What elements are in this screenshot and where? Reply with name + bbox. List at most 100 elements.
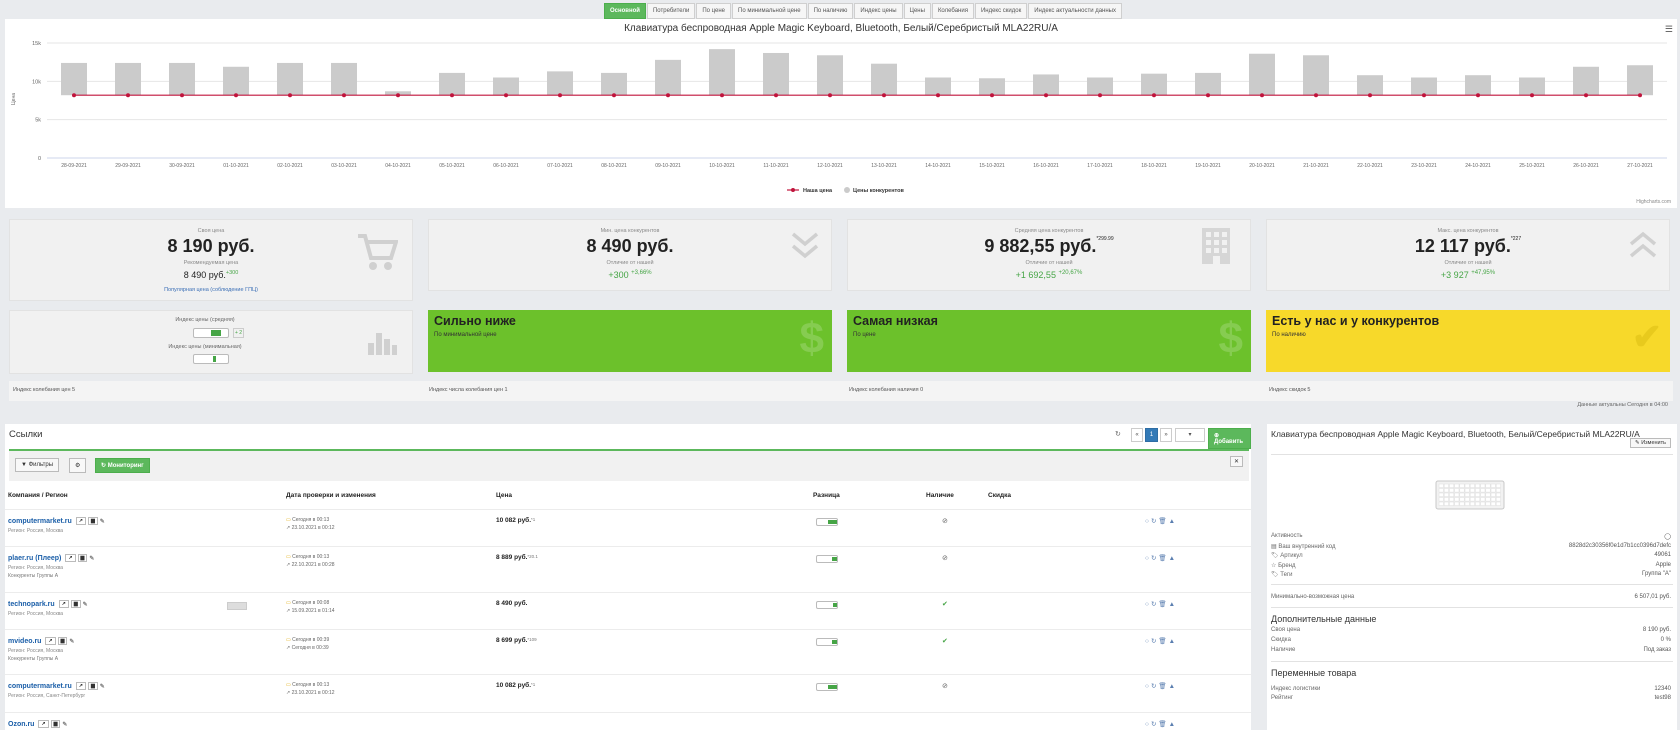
keyboard-key bbox=[1443, 501, 1449, 506]
tab-10[interactable]: Индекс актуальности данных bbox=[1028, 3, 1122, 19]
delete-icon[interactable]: 🗑 bbox=[1158, 601, 1169, 608]
settings-button[interactable]: ⚙ bbox=[69, 458, 87, 473]
edit-product-button[interactable]: ✎ Изменить bbox=[1630, 438, 1671, 448]
chart-icon[interactable]: ▆ bbox=[87, 682, 98, 690]
header-date[interactable]: Дата проверки и изменения bbox=[286, 492, 376, 499]
chart-icon[interactable]: ▆ bbox=[87, 517, 98, 525]
status-icon[interactable]: ○ bbox=[1145, 638, 1151, 645]
page-next-button[interactable]: » bbox=[1160, 428, 1172, 442]
refresh-icon[interactable]: ↻ bbox=[1150, 555, 1159, 562]
external-link-icon[interactable]: ↗ bbox=[75, 517, 86, 525]
trend-icon: ↗ bbox=[286, 645, 291, 651]
competitor-bar bbox=[709, 49, 735, 96]
refresh-icon[interactable]: ↻ bbox=[1150, 518, 1159, 525]
x-tick-label: 21-10-2021 bbox=[1303, 163, 1329, 169]
tab-1[interactable]: Основной bbox=[604, 3, 646, 19]
edit-icon[interactable]: ✎ bbox=[99, 518, 105, 525]
chart-icon[interactable]: ▆ bbox=[70, 600, 81, 608]
company-link[interactable]: plaer.ru (Плеер) ↗ ▆ ✎ bbox=[8, 554, 94, 562]
header-diff[interactable]: Разница bbox=[813, 492, 840, 499]
keyboard-key bbox=[1438, 501, 1444, 506]
external-link-icon[interactable]: ↗ bbox=[58, 600, 69, 608]
tab-4[interactable]: По минимальной цене bbox=[732, 3, 807, 19]
max-diff-value: +3 927 bbox=[1440, 270, 1469, 280]
field-value: Под заказ bbox=[1643, 647, 1671, 653]
popular-price-link[interactable]: Популярная цена (соблюдение ГПЦ) bbox=[164, 287, 258, 293]
header-company[interactable]: Компания / Регион bbox=[8, 492, 68, 499]
status-title: Сильно ниже bbox=[434, 314, 516, 328]
keyboard-key bbox=[1449, 501, 1455, 506]
edit-icon[interactable]: ✎ bbox=[89, 555, 95, 562]
header-availability[interactable]: Наличие bbox=[926, 492, 954, 499]
company-group: Конкуренты Группы А bbox=[8, 573, 59, 579]
warning-icon[interactable]: ▲ bbox=[1168, 638, 1178, 645]
our-price-point bbox=[882, 93, 886, 98]
tab-6[interactable]: Индекс цены bbox=[854, 3, 903, 19]
refresh-icon[interactable]: ↻ bbox=[1150, 683, 1159, 690]
refresh-icon[interactable]: ↻ bbox=[1150, 638, 1159, 645]
page-prev-button[interactable]: « bbox=[1131, 428, 1143, 442]
edit-icon[interactable]: ✎ bbox=[69, 638, 75, 645]
recommended-price: 8 490 руб.+300 bbox=[10, 270, 412, 280]
hamburger-icon[interactable]: ☰ bbox=[1664, 24, 1673, 34]
keyboard-key bbox=[1475, 497, 1481, 502]
external-link-icon[interactable]: ↗ bbox=[75, 682, 86, 690]
warning-icon[interactable]: ▲ bbox=[1168, 518, 1178, 525]
filters-button[interactable]: ▼ Фильтры bbox=[15, 458, 60, 472]
delete-icon[interactable]: 🗑 bbox=[1158, 721, 1169, 728]
delete-icon[interactable]: 🗑 bbox=[1158, 638, 1169, 645]
status-icon[interactable]: ○ bbox=[1145, 683, 1151, 690]
trend-icon: ↗ bbox=[286, 562, 291, 568]
warning-icon[interactable]: ▲ bbox=[1168, 601, 1178, 608]
external-link-icon[interactable]: ↗ bbox=[45, 637, 56, 645]
company-link[interactable]: computermarket.ru ↗ ▆ ✎ bbox=[8, 682, 105, 690]
status-icon[interactable]: ○ bbox=[1145, 601, 1151, 608]
status-icon[interactable]: ○ bbox=[1145, 555, 1151, 562]
tab-2[interactable]: Потребители bbox=[646, 3, 696, 19]
chart-icon[interactable]: ▆ bbox=[50, 720, 61, 728]
header-discount[interactable]: Скидка bbox=[988, 492, 1011, 499]
company-link[interactable]: mvideo.ru ↗ ▆ ✎ bbox=[8, 637, 74, 645]
trend-icon: ↗ bbox=[286, 690, 291, 696]
refresh-icon[interactable]: ↻ bbox=[1150, 601, 1159, 608]
close-icon[interactable]: ✕ bbox=[1229, 456, 1243, 467]
tab-9[interactable]: Индекс скидок bbox=[974, 3, 1028, 19]
chart-icon[interactable]: ▆ bbox=[57, 637, 68, 645]
keyboard-key bbox=[1469, 488, 1475, 493]
monitoring-button[interactable]: ↻ Мониторинг bbox=[95, 458, 150, 473]
refresh-icon[interactable]: ↻ bbox=[1150, 721, 1159, 728]
page-current-button[interactable]: 1 bbox=[1145, 428, 1158, 442]
tab-3[interactable]: По цене bbox=[696, 3, 731, 19]
tab-7[interactable]: Цены bbox=[903, 3, 931, 19]
keyboard-key bbox=[1443, 497, 1449, 502]
tab-8[interactable]: Колебания bbox=[931, 3, 974, 19]
company-link[interactable]: Ozon.ru ↗ ▆ ✎ bbox=[8, 720, 67, 728]
delete-icon[interactable]: 🗑 bbox=[1158, 555, 1169, 562]
min-diff: +300 +3,66% bbox=[429, 270, 831, 280]
refresh-icon[interactable]: ↻ bbox=[1115, 431, 1121, 438]
our-price-point bbox=[1422, 93, 1426, 98]
company-link[interactable]: computermarket.ru ↗ ▆ ✎ bbox=[8, 517, 105, 525]
chart-icon[interactable]: ▆ bbox=[77, 554, 88, 562]
edit-icon[interactable]: ✎ bbox=[62, 721, 68, 728]
external-link-icon[interactable]: ↗ bbox=[65, 554, 76, 562]
company-link[interactable]: technopark.ru ↗ ▆ ✎ bbox=[8, 600, 88, 608]
status-icon[interactable]: ○ bbox=[1145, 721, 1151, 728]
keyboard-key bbox=[1454, 483, 1460, 488]
warning-icon[interactable]: ▲ bbox=[1168, 721, 1178, 728]
competitor-price-value: 10 082 руб. bbox=[496, 682, 532, 689]
status-icon[interactable]: ○ bbox=[1145, 518, 1151, 525]
price-change: *1 bbox=[531, 517, 536, 522]
delete-icon[interactable]: 🗑 bbox=[1158, 518, 1169, 525]
page-size-select[interactable]: ▾ bbox=[1175, 428, 1205, 442]
edit-icon[interactable]: ✎ bbox=[82, 601, 88, 608]
warning-icon[interactable]: ▲ bbox=[1168, 683, 1178, 690]
edit-icon[interactable]: ✎ bbox=[99, 683, 105, 690]
header-price[interactable]: Цена bbox=[496, 492, 512, 499]
tab-5[interactable]: По наличию bbox=[807, 3, 854, 19]
keyboard-key bbox=[1475, 501, 1481, 506]
external-link-icon[interactable]: ↗ bbox=[38, 720, 49, 728]
delete-icon[interactable]: 🗑 bbox=[1158, 683, 1169, 690]
warning-icon[interactable]: ▲ bbox=[1168, 555, 1178, 562]
add-link-button[interactable]: ⊕ Добавить bbox=[1208, 428, 1251, 449]
